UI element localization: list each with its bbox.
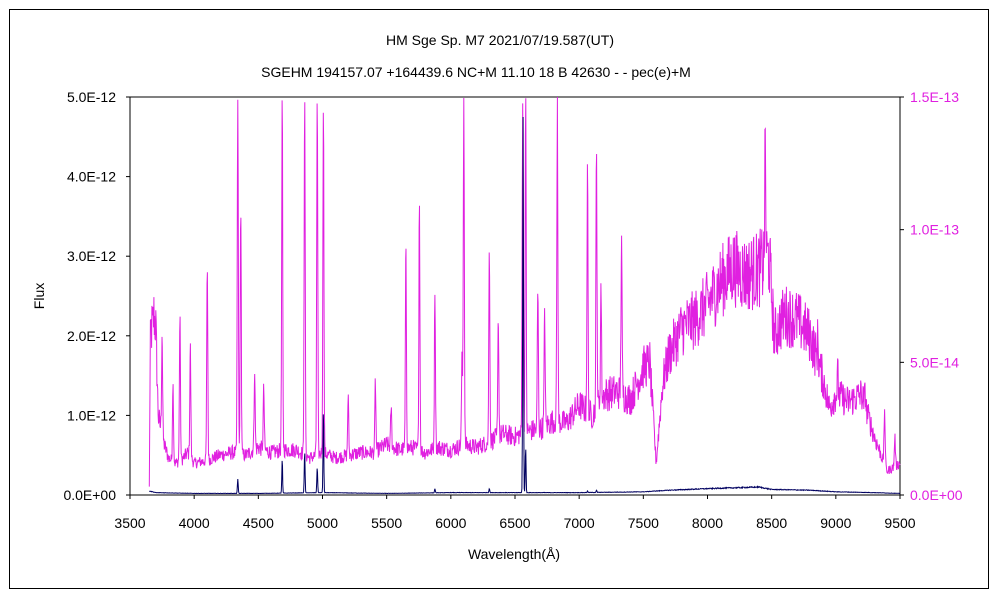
x-tick-label: 8000: [692, 515, 723, 531]
y-left-tick-label: 2.0E-12: [67, 328, 116, 344]
spectrum-line-right: [148, 96, 901, 487]
x-tick-label: 6500: [499, 515, 530, 531]
x-axis-ticks: 3500 4000 4500 5000 5500 6000 6500 7000 7500 8000…: [114, 495, 916, 531]
chart-subtitle: SGEHM 194157.07 +164439.6 NC+M 11.10 18 …: [261, 64, 691, 80]
x-axis-label: Wavelength(Å): [468, 546, 560, 562]
x-tick-label: 5000: [307, 515, 338, 531]
x-tick-label: 6000: [435, 515, 466, 531]
x-tick-label: 9500: [884, 515, 915, 531]
x-tick-label: 4500: [243, 515, 274, 531]
y-axis-right-ticks: 0.0E+00 5.0E-14 1.0E-13 1.5E-13: [900, 89, 963, 503]
y-axis-left-ticks: 0.0E+00 1.0E-12 2.0E-12 3.0E-12 4.0E-12 5.0E-…: [63, 89, 130, 503]
y-right-tick-label: 5.0E-14: [910, 354, 959, 370]
y-right-tick-label: 1.5E-13: [910, 89, 959, 105]
x-tick-label: 8500: [756, 515, 787, 531]
x-tick-label: 5500: [371, 515, 402, 531]
x-tick-label: 4000: [179, 515, 210, 531]
x-tick-label: 9000: [820, 515, 851, 531]
y-right-tick-label: 1.0E-13: [910, 222, 959, 238]
x-tick-label: 7500: [628, 515, 659, 531]
y-axis-label: Flux: [31, 283, 47, 309]
y-right-tick-label: 0.0E+00: [910, 487, 963, 503]
y-left-tick-label: 5.0E-12: [67, 89, 116, 105]
x-tick-label: 7000: [564, 515, 595, 531]
y-left-tick-label: 3.0E-12: [67, 248, 116, 264]
chart-title: HM Sge Sp. M7 2021/07/19.587(UT): [386, 32, 614, 48]
y-left-tick-label: 0.0E+00: [63, 487, 116, 503]
y-left-tick-label: 4.0E-12: [67, 169, 116, 185]
y-left-tick-label: 1.0E-12: [67, 407, 116, 423]
x-tick-label: 3500: [114, 515, 145, 531]
spectrum-line-left: [148, 116, 901, 495]
plot-area: [129, 96, 901, 496]
